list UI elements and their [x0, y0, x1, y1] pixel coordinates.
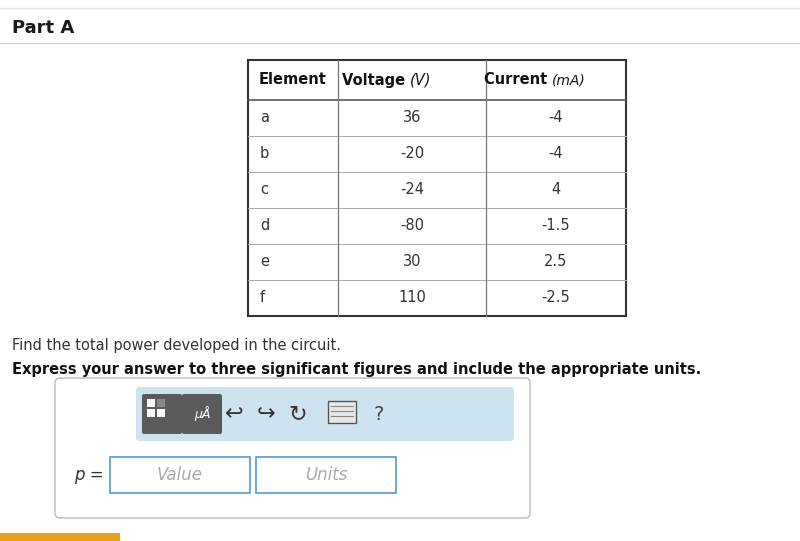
Text: Value: Value [157, 466, 203, 484]
Text: -1.5: -1.5 [542, 219, 570, 234]
Text: ?: ? [374, 405, 384, 424]
Text: d: d [260, 219, 270, 234]
FancyBboxPatch shape [182, 394, 222, 434]
Bar [157, 409, 165, 417]
Text: -24: -24 [400, 182, 424, 197]
Bar [328, 401, 356, 423]
Text: Element: Element [259, 72, 327, 88]
Text: p =: p = [74, 466, 104, 484]
Text: μÅ: μÅ [194, 406, 210, 421]
Bar [248, 60, 626, 316]
Text: 4: 4 [551, 182, 561, 197]
Text: 110: 110 [398, 291, 426, 306]
Text: ↩: ↩ [225, 404, 243, 424]
Text: 2.5: 2.5 [544, 254, 568, 269]
Text: c: c [260, 182, 268, 197]
Text: -2.5: -2.5 [542, 291, 570, 306]
Text: e: e [260, 254, 269, 269]
Text: f: f [260, 291, 265, 306]
Text: Units: Units [305, 466, 347, 484]
FancyBboxPatch shape [142, 394, 182, 434]
Text: (mA): (mA) [552, 73, 586, 87]
Text: Part A: Part A [12, 19, 74, 37]
Text: 30: 30 [402, 254, 422, 269]
Bar [147, 399, 155, 407]
Text: ↪: ↪ [257, 404, 275, 424]
Bar [110, 457, 250, 493]
FancyBboxPatch shape [136, 387, 514, 441]
Text: -4: -4 [549, 147, 563, 162]
Bar [0, 533, 120, 541]
Bar [157, 399, 165, 407]
Text: -20: -20 [400, 147, 424, 162]
FancyBboxPatch shape [55, 378, 530, 518]
Text: (V): (V) [410, 72, 431, 88]
Bar [157, 399, 165, 407]
Text: Find the total power developed in the circuit.: Find the total power developed in the ci… [12, 338, 341, 353]
Text: a: a [260, 110, 269, 126]
Text: Express your answer to three significant figures and include the appropriate uni: Express your answer to three significant… [12, 362, 702, 377]
Bar [256, 457, 396, 493]
Text: b: b [260, 147, 270, 162]
Text: Voltage: Voltage [342, 72, 410, 88]
Text: -4: -4 [549, 110, 563, 126]
Text: 36: 36 [403, 110, 421, 126]
Bar [147, 409, 155, 417]
Text: ↻: ↻ [289, 404, 307, 424]
Text: -80: -80 [400, 219, 424, 234]
Text: Current: Current [484, 72, 552, 88]
